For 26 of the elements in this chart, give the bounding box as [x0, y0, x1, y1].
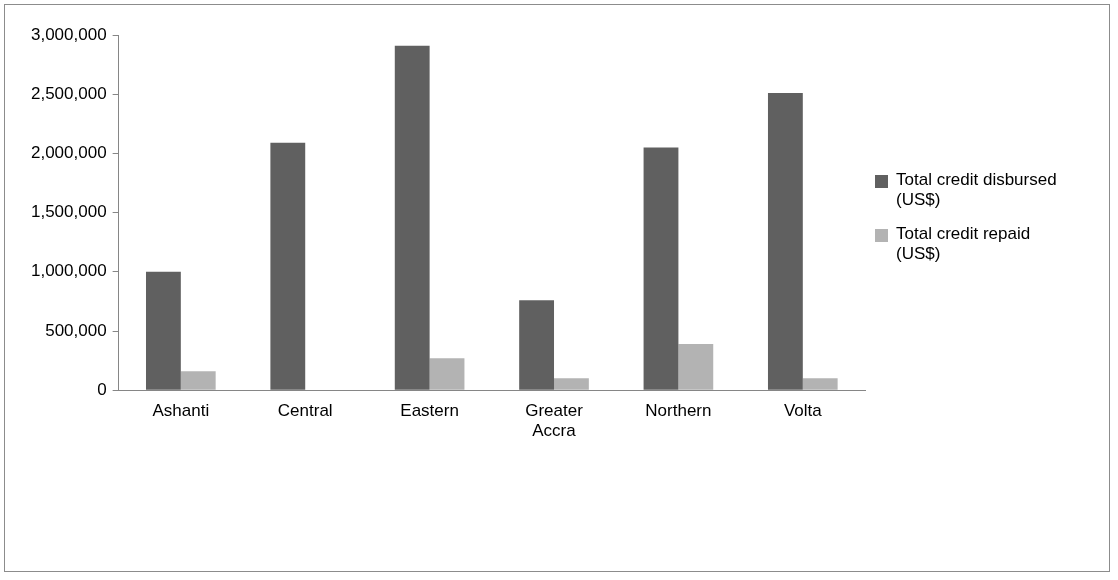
y-tick-label: 3,000,000 [30, 24, 107, 44]
bar [802, 378, 838, 390]
legend-label: Total credit repaid (US$) [896, 224, 1032, 264]
bar [270, 142, 306, 390]
bar [678, 344, 714, 390]
bar [767, 93, 803, 390]
x-tick-label: Central [277, 401, 333, 421]
legend-label: Total credit disbursed (US$) [896, 170, 1058, 210]
x-tick-label: Ashanti [152, 401, 210, 421]
y-tick-label: 0 [97, 379, 107, 399]
y-tick-label: 2,000,000 [30, 143, 107, 163]
x-tick-label: Northern [645, 401, 712, 421]
y-tick-label: 2,500,000 [30, 83, 107, 103]
x-tick-label: Volta [783, 401, 823, 421]
bar [554, 378, 589, 390]
bar [146, 271, 181, 390]
x-tick-label: Eastern [400, 401, 459, 421]
bar [519, 300, 555, 390]
bar [643, 147, 679, 390]
x-tick-label: Greater Accra [525, 401, 584, 441]
bar [180, 371, 216, 390]
y-tick-label: 1,500,000 [30, 202, 107, 222]
bar [429, 358, 465, 390]
y-tick-label: 1,000,000 [30, 261, 107, 281]
bar [394, 45, 430, 390]
y-tick-label: 500,000 [45, 320, 107, 340]
